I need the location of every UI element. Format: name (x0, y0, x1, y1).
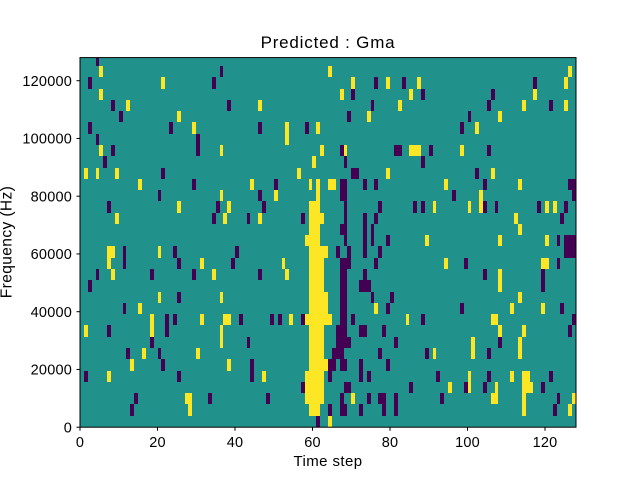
svg-text:0: 0 (64, 420, 72, 436)
svg-text:120: 120 (533, 435, 558, 451)
svg-text:100: 100 (455, 435, 480, 451)
svg-text:Predicted : Gma: Predicted : Gma (261, 33, 396, 52)
svg-text:80000: 80000 (31, 189, 72, 205)
svg-text:60000: 60000 (31, 247, 72, 263)
svg-text:Frequency (Hz): Frequency (Hz) (0, 186, 16, 298)
svg-text:80: 80 (382, 435, 399, 451)
svg-text:0: 0 (76, 435, 84, 451)
svg-text:40000: 40000 (31, 305, 72, 321)
svg-text:40: 40 (227, 435, 244, 451)
svg-text:20: 20 (149, 435, 166, 451)
svg-text:120000: 120000 (22, 74, 72, 90)
svg-text:Time step: Time step (294, 453, 363, 470)
svg-text:100000: 100000 (22, 132, 72, 148)
svg-text:60: 60 (304, 435, 321, 451)
svg-text:20000: 20000 (31, 363, 72, 379)
